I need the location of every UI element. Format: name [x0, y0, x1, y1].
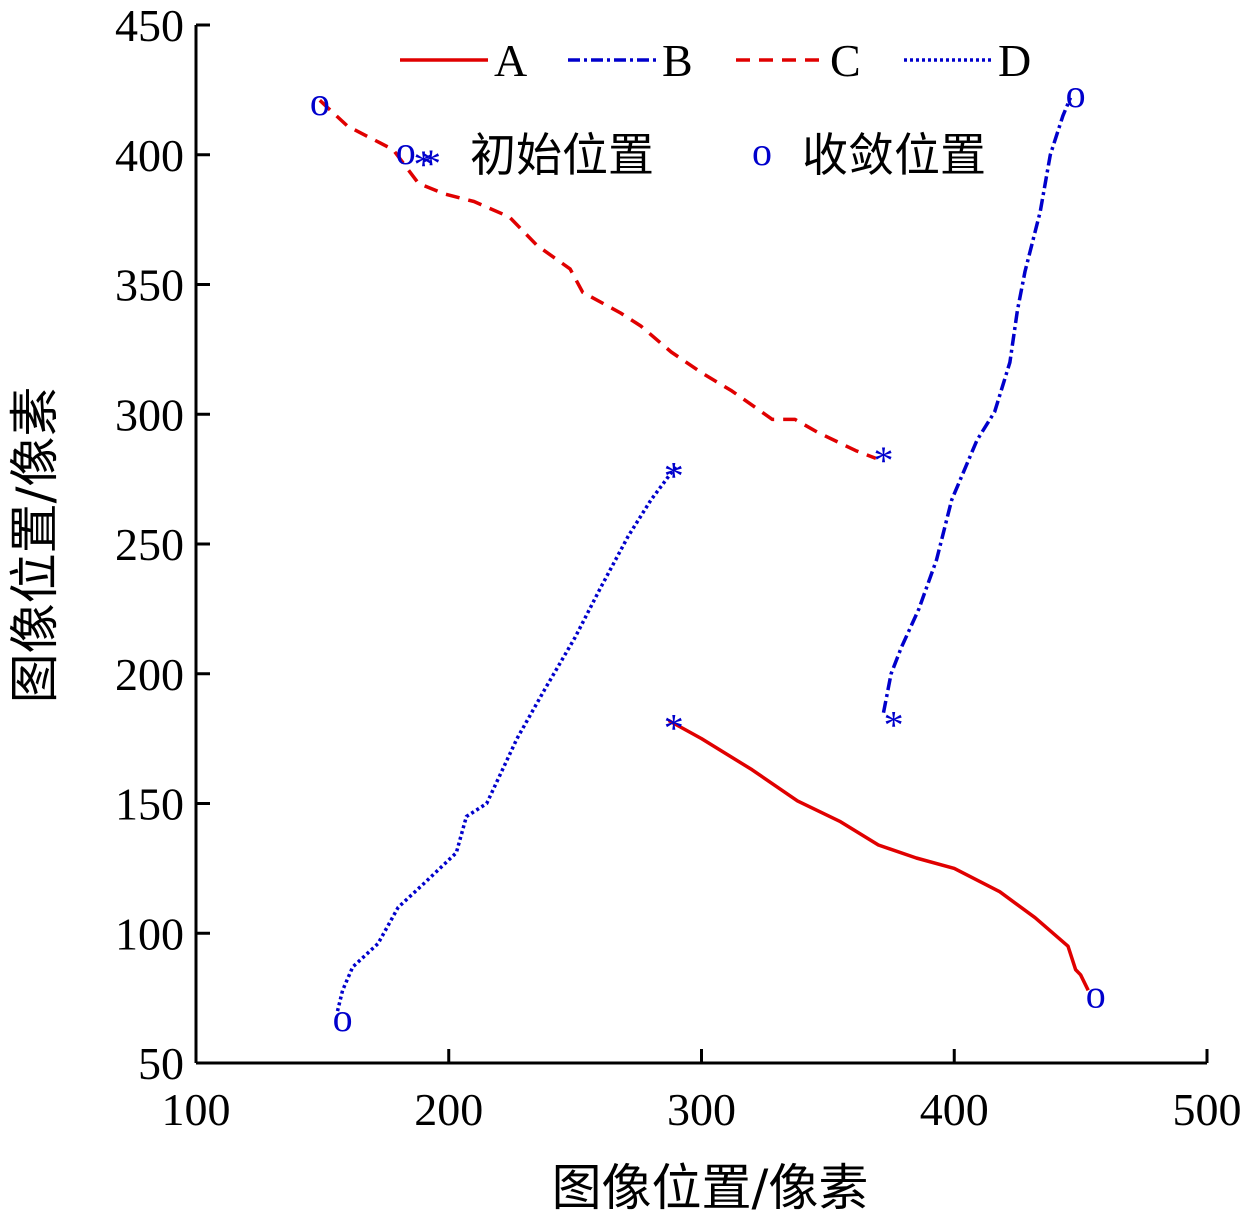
initial-position-marker: *: [884, 703, 904, 748]
converged-position-marker: o: [1066, 71, 1086, 116]
x-tick-label: 400: [920, 1084, 989, 1135]
y-tick-label: 250: [115, 519, 184, 570]
axes: 100 200 300 400 5005010015020025030035040045…: [115, 0, 1242, 1135]
converged-position-marker: o: [1086, 972, 1106, 1017]
y-tick-label: 100: [115, 908, 184, 959]
y-tick-label: 400: [115, 130, 184, 181]
series-d-line: [335, 465, 678, 1012]
initial-position-marker: *: [664, 454, 684, 499]
legend-initial-label: 初始位置: [470, 128, 654, 182]
legend-converged-marker: o: [752, 129, 772, 174]
legend-label-a: A: [494, 35, 527, 86]
initial-position-marker: *: [413, 142, 433, 187]
y-tick-label: 300: [115, 389, 184, 440]
legend-converged-label: 收敛位置: [802, 128, 986, 182]
legend-label-c: C: [830, 35, 861, 86]
x-tick-label: 500: [1173, 1084, 1242, 1135]
y-tick-label: 450: [115, 0, 184, 51]
x-tick-label: 200: [414, 1084, 483, 1135]
y-tick-label: 150: [115, 779, 184, 830]
x-tick-label: 300: [667, 1084, 736, 1135]
initial-position-marker: *: [873, 438, 893, 483]
converged-position-marker: o: [396, 128, 416, 173]
converged-position-marker: o: [333, 995, 353, 1040]
legend-label-d: D: [998, 35, 1031, 86]
series-a-line: [667, 718, 1090, 992]
y-tick-label: 200: [115, 649, 184, 700]
y-tick-label: 350: [115, 260, 184, 311]
y-axis-title: 图像位置/像素: [6, 387, 64, 704]
converged-position-marker: o: [310, 79, 330, 124]
series-b-line: [881, 97, 1073, 714]
x-axis-title: 图像位置/像素: [552, 1159, 869, 1216]
series-c-line: [318, 99, 877, 461]
legend-label-b: B: [662, 35, 693, 86]
initial-position-marker: *: [664, 705, 684, 750]
y-tick-label: 50: [138, 1038, 184, 1089]
x-tick-label: 100: [162, 1084, 231, 1135]
legend: A B C D * 初始位置 o 收敛位置: [400, 35, 1031, 186]
legend-initial-marker: *: [421, 141, 441, 186]
